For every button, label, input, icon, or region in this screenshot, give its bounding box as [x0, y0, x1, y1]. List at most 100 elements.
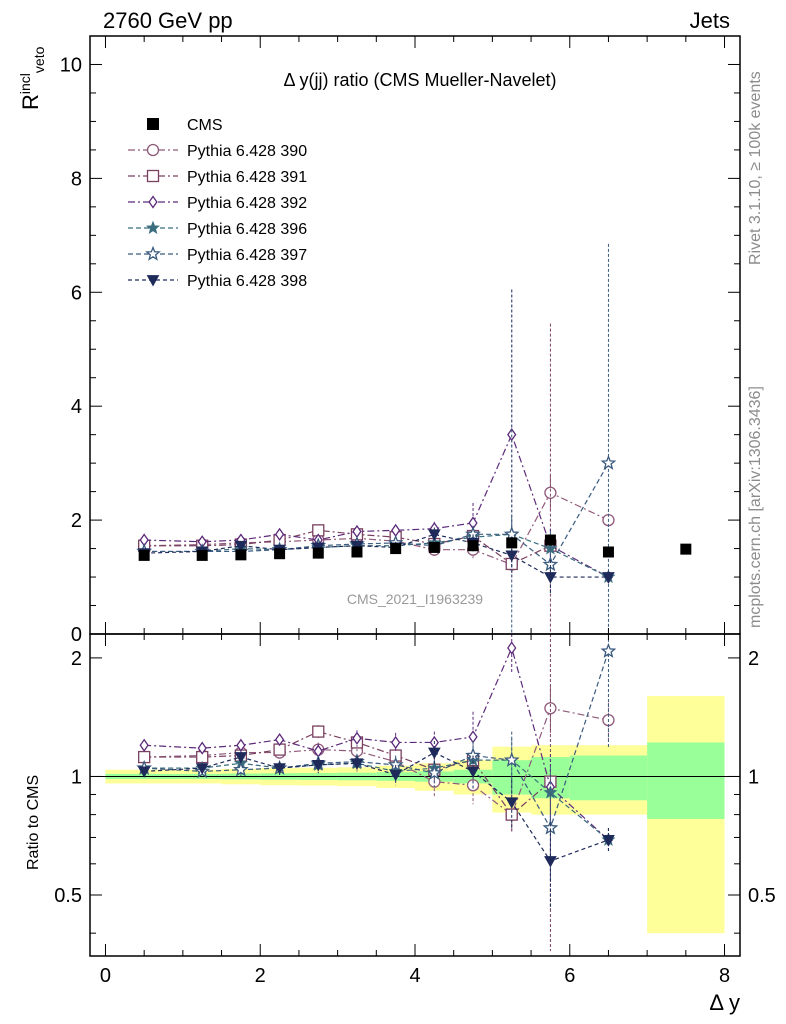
x-tick-label: 2: [255, 965, 266, 987]
y-tick-label-main: 4: [71, 396, 82, 418]
series-line-ratio: [144, 651, 610, 830]
series-point: [544, 572, 557, 584]
watermark: CMS_2021_I1963239: [347, 591, 483, 607]
ratio-point: [389, 769, 403, 782]
y-tick-label-main: 0: [71, 624, 82, 646]
legend-marker: [146, 143, 160, 157]
cms-point: [467, 540, 479, 552]
legend-label: CMS: [187, 117, 223, 134]
cms-point: [138, 549, 150, 561]
series-line-main: [144, 433, 609, 578]
series-line-ratio: [144, 730, 551, 816]
main-y-axis-label: Rinclveto: [17, 46, 47, 110]
cms-point: [506, 537, 518, 549]
cms-point: [390, 543, 402, 555]
legend-entry-5: Pythia 6.428 397: [128, 245, 307, 264]
ratio-point: [391, 735, 401, 750]
series-point: [542, 556, 559, 572]
ratio-point: [236, 738, 246, 752]
ratio-point: [350, 758, 364, 770]
cms-point: [602, 546, 614, 558]
cms-point: [544, 534, 556, 546]
legend-marker: [148, 195, 158, 209]
y-tick-label-ratio: 0.5: [54, 885, 82, 907]
series-line-ratio: [144, 707, 609, 816]
y-tick-label-ratio: 2: [71, 648, 82, 670]
ratio-y-axis-label: Ratio to CMS: [25, 775, 42, 870]
y-tick-label-main: 10: [60, 54, 82, 76]
series-point: [505, 550, 519, 562]
legend: CMS Pythia 6.428 390 Pythia 6.428 391 Pythi…: [128, 117, 307, 290]
legend-label: Pythia 6.428 396: [187, 221, 307, 238]
ratio-point: [195, 763, 209, 775]
series-layer: [136, 243, 617, 952]
ratio-point: [352, 731, 362, 745]
series-line-ratio: [144, 646, 609, 841]
x-tick-label: 6: [564, 965, 575, 987]
ratio-point: [503, 751, 520, 767]
legend-entry-2: Pythia 6.428 391: [128, 169, 307, 186]
y-tick-label-ratio: 1: [71, 766, 82, 788]
ratio-point: [311, 759, 325, 772]
legend-marker: [147, 118, 159, 130]
rivet-label: Rivet 3.1.10, ≥ 100k events: [747, 71, 764, 265]
legend-label: Pythia 6.428 398: [187, 273, 307, 290]
data-layer: [138, 534, 692, 561]
series-point: [274, 527, 285, 541]
energy-label: 2760 GeV pp: [103, 8, 233, 33]
series-point: [350, 540, 364, 553]
ratio-point: [542, 819, 559, 835]
legend-marker: [146, 169, 160, 183]
y-tick-label-main: 2: [71, 510, 82, 532]
ratio-point: [544, 856, 557, 868]
stat-band-bin: [569, 755, 648, 801]
y-tick-label-main: 8: [71, 168, 82, 190]
series-point: [234, 540, 248, 553]
ratio-point: [427, 747, 441, 760]
ratio-point: [312, 725, 325, 738]
series-1: [138, 323, 557, 952]
ratio-point: [544, 702, 557, 715]
legend-entry-3: Pythia 6.428 392: [128, 195, 307, 212]
y-tick-label-ratio-right: 0.5: [748, 885, 776, 907]
ratio-point: [234, 752, 248, 764]
cms-point: [428, 541, 440, 553]
series-point: [600, 454, 617, 470]
ratio-point: [273, 763, 286, 775]
ratio-point: [468, 730, 478, 744]
x-tick-label: 0: [100, 965, 111, 987]
series-point: [427, 529, 441, 541]
legend-label: Pythia 6.428 391: [187, 169, 307, 186]
ratio-point: [543, 785, 558, 799]
legend-entry-6: Pythia 6.428 398: [128, 273, 307, 290]
series-line-ratio: [144, 751, 609, 862]
y-tick-label-ratio-right: 1: [748, 766, 759, 788]
process-label: Jets: [690, 8, 730, 33]
cms-point: [680, 543, 692, 555]
svg-text:Rinclveto: Rinclveto: [17, 46, 47, 110]
series-point: [544, 486, 557, 499]
cms-point: [274, 548, 286, 560]
chart-title: Δ y(jj) ratio (CMS Mueller-Navelet): [283, 70, 556, 90]
ratio-point: [466, 779, 480, 792]
y-label-main: R: [18, 94, 43, 110]
series-point: [602, 572, 615, 584]
cms-point: [235, 549, 247, 561]
ratio-point: [505, 797, 519, 809]
cms-point: [196, 549, 208, 561]
cms-point: [351, 546, 363, 558]
legend-entry-0: CMS: [147, 117, 223, 134]
series-line-ratio: [144, 759, 609, 841]
y-label-sub: veto: [31, 46, 47, 73]
ratio-point: [507, 641, 517, 655]
ratio-point: [274, 733, 285, 747]
x-tick-label: 8: [719, 965, 730, 987]
legend-marker: [145, 220, 161, 234]
ratio-point: [137, 766, 151, 778]
x-tick-label: 4: [409, 965, 420, 987]
legend-marker: [145, 245, 161, 261]
ratio-point: [466, 766, 480, 778]
ratio-point: [600, 642, 617, 658]
ratio-point: [233, 761, 249, 777]
